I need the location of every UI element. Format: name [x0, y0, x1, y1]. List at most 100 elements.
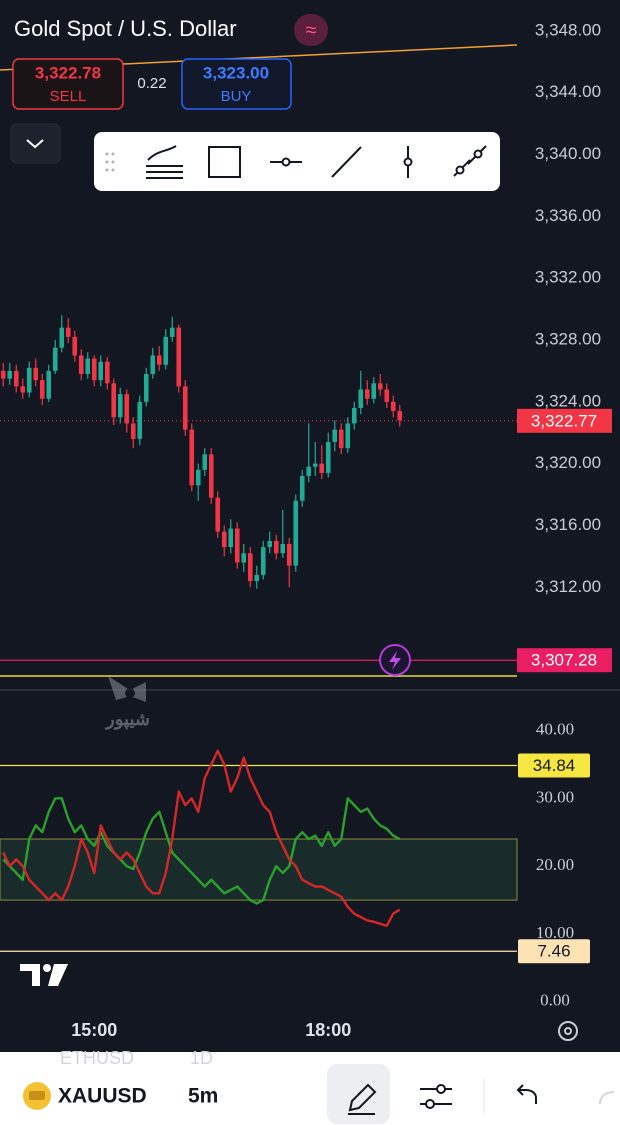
y-tick-label: 3,324.00 — [535, 391, 601, 410]
candle-body — [0, 370, 6, 379]
band-fill — [0, 838, 518, 901]
y-tick-label: 3,320.00 — [535, 453, 601, 472]
watermark-text: شیپور — [104, 709, 150, 730]
plot: 3,348.00 3,344.00 3,340.00 3,336.00 3,332.00… — [0, 20, 612, 1040]
slider-knob — [425, 1099, 435, 1109]
redo-button[interactable] — [599, 1091, 615, 1105]
chevron — [26, 139, 44, 149]
buy-label: BUY — [221, 88, 252, 105]
candle-body — [267, 540, 273, 548]
sell-button[interactable] — [12, 58, 124, 110]
candle-body — [358, 389, 364, 408]
ghost-interval: 1D — [190, 1048, 213, 1068]
candle-body — [377, 383, 383, 390]
fib-tool[interactable] — [146, 145, 183, 179]
candle-body — [254, 574, 260, 582]
rect-tool[interactable] — [208, 146, 241, 178]
settings-gear[interactable] — [558, 1021, 578, 1041]
y-tick-label: 20.00 — [536, 855, 574, 874]
level-label: 34.84 — [533, 756, 576, 775]
y-tick-label: 3,328.00 — [535, 329, 601, 348]
indicators-button[interactable] — [420, 1084, 452, 1109]
x-tick-label: 15:00 — [71, 1020, 117, 1040]
candle-body — [351, 408, 357, 424]
interval[interactable]: 5m — [188, 1085, 218, 1108]
candle-body — [72, 336, 78, 356]
y-tick-label: 10.00 — [536, 923, 574, 942]
x-tick-label: 18:00 — [305, 1020, 351, 1040]
symbol[interactable]: XAUUSD — [58, 1085, 147, 1108]
buy-button[interactable] — [181, 58, 292, 110]
price-label: 3,322.77 — [531, 411, 597, 430]
undo-button[interactable] — [516, 1084, 537, 1104]
logo-part — [48, 964, 68, 986]
candle-body — [150, 355, 156, 374]
candle-body — [371, 383, 377, 399]
candle-body — [208, 454, 214, 498]
alert-bolt — [389, 651, 401, 670]
watermark: شیپور — [104, 676, 150, 730]
candle-body — [78, 355, 84, 374]
y-tick-label: 3,336.00 — [535, 206, 601, 225]
indicator-line — [2, 797, 401, 905]
candle-body — [33, 367, 39, 381]
candle-body — [98, 361, 104, 381]
level-label-bg — [518, 753, 590, 778]
candle-body — [332, 429, 338, 442]
y-tick-label: 0.00 — [540, 991, 570, 1010]
indicator-line — [2, 749, 401, 928]
candle-body — [52, 347, 58, 371]
y-tick-label: 40.00 — [536, 719, 574, 738]
candle-body — [228, 528, 234, 548]
sell-price: 3,322.78 — [35, 63, 101, 82]
candle-body — [163, 336, 169, 365]
hline-handle — [281, 157, 291, 167]
symbol-title: Gold Spot / U.S. Dollar — [14, 16, 237, 41]
candle-body — [13, 370, 19, 387]
candle-body — [293, 500, 299, 566]
price-label: 3,307.28 — [531, 651, 597, 670]
candle-body — [247, 553, 253, 582]
indicator-badge[interactable] — [294, 14, 328, 46]
candle-body — [104, 361, 110, 384]
buy-price: 3,323.00 — [203, 63, 269, 82]
candle-body — [338, 429, 344, 449]
collapse-button[interactable] — [10, 123, 61, 164]
candle-body — [143, 374, 149, 402]
badge-glyph: ≈ — [306, 19, 317, 41]
candle-body — [390, 401, 396, 412]
candle-body — [260, 547, 266, 575]
y-tick-label: 3,348.00 — [535, 20, 601, 39]
candle-body — [280, 544, 286, 554]
candle-body — [85, 358, 91, 374]
gear-center — [564, 1027, 572, 1035]
candle-body — [176, 327, 182, 387]
y-tick-label: 3,340.00 — [535, 144, 601, 163]
candle-body — [130, 423, 136, 439]
candle-body — [325, 442, 331, 473]
drawing-toolbar — [94, 132, 500, 191]
candle-body — [182, 386, 188, 430]
candle-body — [273, 540, 279, 554]
ghost-symbol: ETHUSD — [60, 1048, 134, 1068]
pencil-icon — [348, 1083, 377, 1115]
candle-body — [117, 394, 123, 418]
sell-label: SELL — [50, 88, 87, 105]
candle-body — [319, 463, 325, 473]
candle-body — [234, 528, 240, 563]
candle-body — [397, 411, 403, 421]
candle-body — [156, 355, 162, 365]
logo-dot — [43, 964, 51, 972]
bottom-bar — [0, 1052, 620, 1125]
spread: 0.22 — [137, 75, 166, 92]
price-label-bg — [517, 648, 612, 673]
candle-body — [306, 466, 312, 476]
candle-body — [46, 370, 52, 399]
candle-body — [20, 386, 26, 393]
trend-tool[interactable] — [331, 146, 362, 178]
candle-body — [241, 553, 247, 563]
y-tick-label: 30.00 — [536, 787, 574, 806]
candle-body — [189, 429, 195, 486]
candle-body — [286, 544, 292, 566]
